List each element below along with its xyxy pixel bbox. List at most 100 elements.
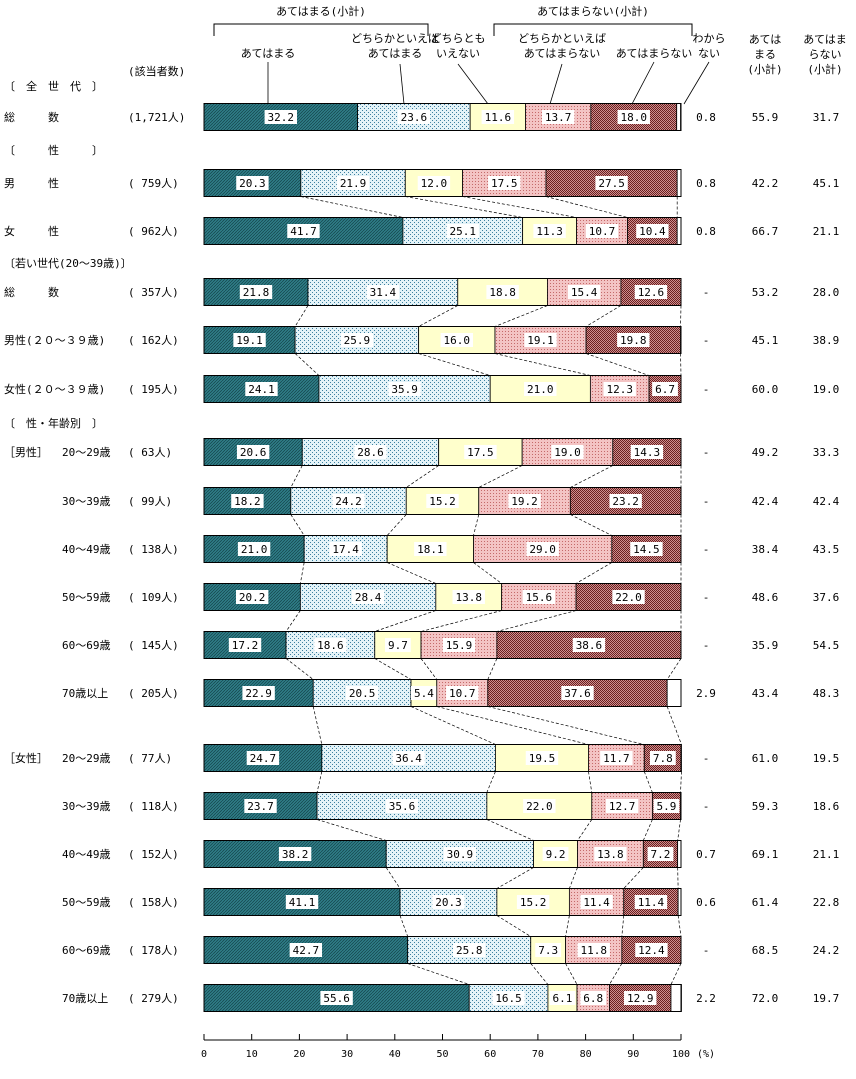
data-label-bg	[239, 285, 273, 299]
not-applies-subtotal-value: 54.5	[813, 639, 840, 652]
connector-line	[385, 867, 401, 889]
data-label-bg	[609, 494, 642, 508]
bar-segment-s6	[677, 840, 682, 868]
data-label-bg	[486, 285, 519, 299]
not-applies-subtotal-value: 38.9	[813, 334, 840, 347]
data-label-bg	[577, 943, 610, 957]
row-label: 女性(２０～３９歳)	[4, 382, 105, 396]
dont-know-value: 2.2	[696, 992, 716, 1005]
data-label-bg	[245, 382, 278, 396]
data-label-bg	[426, 494, 459, 508]
bar-outline	[203, 583, 682, 611]
dont-know-value: -	[703, 286, 710, 299]
connector-line	[487, 706, 645, 745]
data-label: 11.6	[485, 111, 512, 124]
not-applies-subtotal-value: 31.7	[813, 111, 840, 124]
applies-subtotal-value: 61.4	[752, 896, 779, 909]
not-applies-subtotal-value: 21.1	[813, 848, 840, 861]
category-header-s2: あてはまる	[368, 47, 423, 60]
not-applies-column-header: らない	[809, 48, 842, 61]
row-label: 50～59歳	[62, 591, 111, 604]
data-label-bg	[630, 542, 663, 556]
data-label: 22.9	[245, 687, 272, 700]
connector-line	[312, 706, 323, 745]
bar-outline	[203, 375, 682, 403]
applies-subtotal-value: 60.0	[752, 383, 779, 396]
section-label: 〔 性・年齢別 〕	[4, 416, 103, 430]
data-label-bg	[285, 895, 319, 909]
connector-line	[486, 819, 534, 841]
applies-subtotal-value: 48.6	[752, 591, 779, 604]
applies-subtotal-value: 55.9	[752, 111, 779, 124]
connector-line	[473, 514, 480, 536]
data-label-bg	[320, 991, 353, 1005]
data-label-bg	[516, 895, 550, 909]
data-label-bg	[289, 943, 323, 957]
data-label: 25.8	[456, 944, 483, 957]
data-label: 14.5	[633, 543, 660, 556]
x-tick-label: 90	[627, 1049, 639, 1060]
applies-subtotal-value: 66.7	[752, 225, 779, 238]
category-header-s5: あてはまらない	[616, 47, 693, 60]
connector-line	[621, 915, 625, 937]
data-label: 55.6	[323, 992, 350, 1005]
data-label-bg	[580, 895, 613, 909]
bar-segment-s6	[666, 679, 682, 707]
data-label-bg	[345, 686, 379, 700]
data-label-bg	[246, 751, 280, 765]
connector-line	[494, 305, 548, 327]
row-count: ( 205人)	[128, 687, 179, 700]
connector-line	[290, 465, 303, 488]
connector-line	[677, 915, 682, 937]
data-label: 36.4	[395, 752, 422, 765]
connector-line	[496, 610, 577, 632]
connector-line	[406, 465, 439, 488]
category-leader-line	[631, 61, 655, 105]
data-label: 22.0	[615, 591, 642, 604]
data-label-bg	[392, 751, 425, 765]
data-label: 35.6	[389, 800, 416, 813]
bar-segment-s6	[670, 984, 682, 1012]
x-tick-label: 80	[580, 1049, 592, 1060]
connector-line	[496, 915, 531, 937]
data-label-bg	[237, 542, 271, 556]
row-label: 男 性	[4, 176, 59, 190]
bar-outline	[203, 103, 682, 131]
data-label-bg	[446, 224, 479, 238]
row-label: 60～69歳	[62, 944, 111, 957]
connector-line	[316, 819, 387, 841]
not-applies-subtotal-value: 21.1	[813, 225, 840, 238]
applies-column-header: (小計)	[747, 62, 782, 76]
not-applies-subtotal-value: 22.8	[813, 896, 840, 909]
data-label-bg	[634, 895, 668, 909]
category-header-s6: ない	[698, 47, 720, 60]
connector-line	[487, 658, 498, 680]
data-label: 6.8	[583, 992, 603, 1005]
dont-know-value: 0.7	[696, 848, 716, 861]
data-label: 20.3	[239, 177, 266, 190]
connector-line	[666, 706, 682, 745]
x-tick-label: 40	[389, 1049, 401, 1060]
data-label: 6.1	[553, 992, 573, 1005]
dont-know-value: -	[703, 639, 710, 652]
applies-subtotal-value: 43.4	[752, 687, 779, 700]
row-label: 総 数	[4, 285, 59, 299]
data-label-bg	[410, 686, 437, 700]
row-count: ( 99人)	[128, 495, 172, 508]
data-label-bg	[385, 799, 419, 813]
data-label: 18.0	[621, 111, 648, 124]
data-label: 13.8	[455, 591, 482, 604]
bar-outline	[203, 438, 682, 466]
connector-line	[420, 610, 502, 632]
data-label: 37.6	[564, 687, 591, 700]
connector-line	[316, 771, 323, 793]
connector-line	[585, 305, 622, 327]
dont-know-value: -	[703, 752, 710, 765]
data-label: 12.3	[606, 383, 633, 396]
data-label-bg	[443, 847, 477, 861]
group-label: ［男性］	[4, 445, 48, 459]
connector-line	[294, 353, 320, 376]
applies-column-header: まる	[754, 48, 776, 61]
connector-line	[570, 514, 612, 536]
connector-line	[386, 514, 407, 536]
